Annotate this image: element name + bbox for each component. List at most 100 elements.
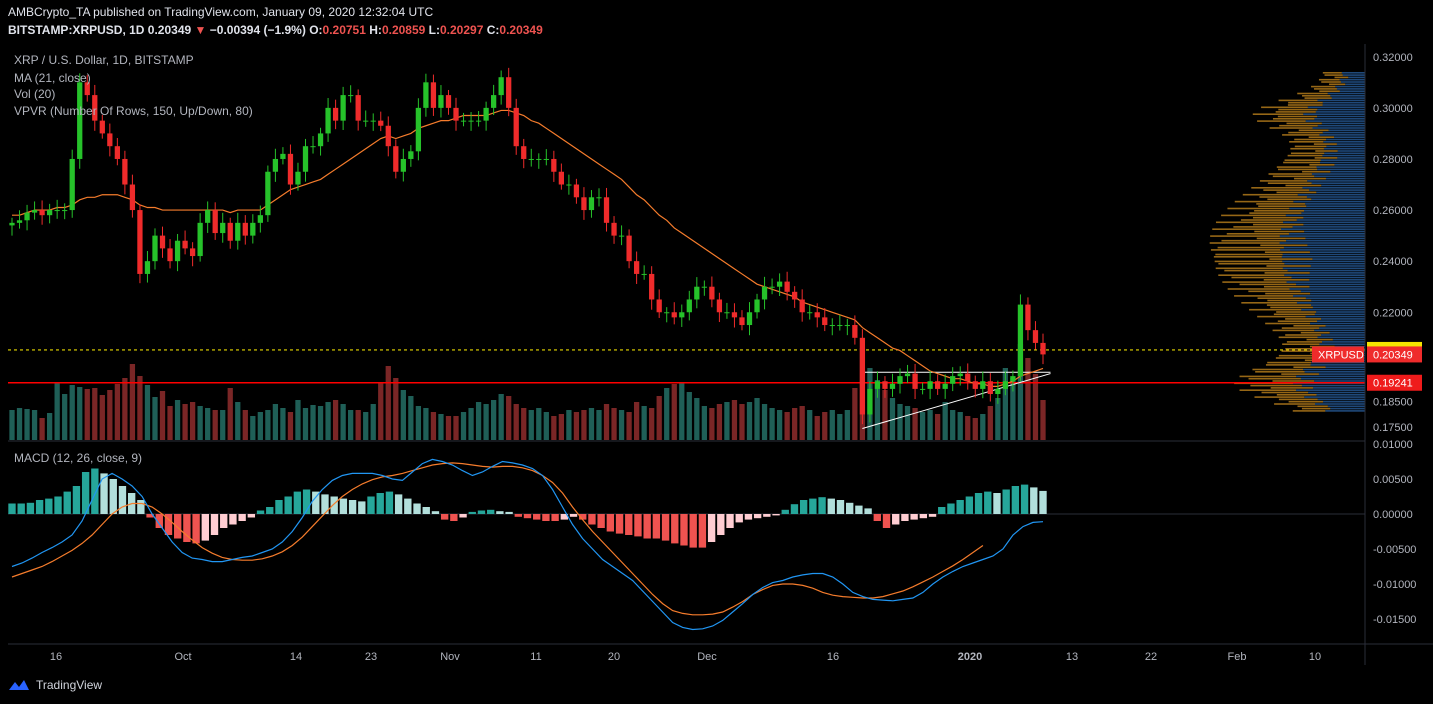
time-tick-label: 13 <box>1066 651 1078 663</box>
volume-bar <box>385 366 391 440</box>
candle-body <box>822 317 828 326</box>
volume-bar <box>566 410 572 440</box>
candle-body <box>656 299 662 313</box>
vp-up-row <box>1310 364 1365 366</box>
volume-bar <box>46 413 53 440</box>
volume-bar <box>62 394 68 440</box>
vp-down-row <box>1248 290 1301 293</box>
vp-up-row <box>1311 198 1365 201</box>
candle-body <box>528 158 534 160</box>
volume-bar <box>137 376 143 440</box>
macd-histogram-bar <box>54 496 62 514</box>
macd-histogram-bar <box>210 514 219 535</box>
vp-up-row <box>1313 387 1365 389</box>
vp-down-row <box>1288 101 1323 104</box>
vp-down-row <box>1257 315 1306 318</box>
volume-bar <box>844 410 850 440</box>
vp-up-row <box>1305 315 1365 318</box>
macd-histogram-bar <box>348 500 357 514</box>
candle-body <box>603 197 610 223</box>
volume-bar <box>927 410 933 440</box>
macd-histogram-bar <box>680 514 688 546</box>
support-level-label: 0.19241 <box>1373 378 1413 390</box>
vp-up-row <box>1285 214 1365 217</box>
vp-up-row <box>1295 389 1365 391</box>
price-tick-label: 0.28000 <box>1373 154 1413 166</box>
vp-up-row <box>1319 134 1365 136</box>
volume-bar <box>16 408 23 440</box>
vp-down-row <box>1290 152 1325 155</box>
vp-down-row <box>1241 302 1297 304</box>
macd-histogram-bar <box>63 491 71 514</box>
volume-bar <box>9 410 15 440</box>
vp-down-row <box>1285 184 1322 187</box>
legend-title[interactable]: XRP / U.S. Dollar, 1D, BITSTAMP <box>14 53 194 67</box>
vp-up-row <box>1292 226 1365 228</box>
time-tick-label: Feb <box>1228 651 1247 663</box>
vp-down-row <box>1294 145 1327 148</box>
macd-histogram-bar <box>201 514 209 541</box>
volume-bar <box>325 402 331 440</box>
brand-text: TradingView <box>36 678 103 692</box>
macd-histogram-bar <box>882 514 891 528</box>
volume-bar <box>1025 358 1031 440</box>
candle-body <box>686 299 692 313</box>
vp-up-row <box>1303 210 1365 212</box>
legend-ma[interactable]: MA (21, close) <box>14 71 91 85</box>
vp-down-row <box>1293 366 1326 368</box>
vp-down-row <box>1284 159 1321 161</box>
volume-bar <box>889 398 896 440</box>
legend-vol[interactable]: Vol (20) <box>14 87 56 101</box>
volume-bar <box>189 402 196 440</box>
vp-down-row <box>1210 235 1280 237</box>
candle-body <box>152 235 158 262</box>
volume-bar <box>626 412 632 440</box>
volume-bar <box>671 384 677 440</box>
vp-up-row <box>1321 318 1365 320</box>
high-value: 0.20859 <box>381 23 426 37</box>
candle-body <box>769 286 775 288</box>
legend-vpvr[interactable]: VPVR (Number Of Rows, 150, Up/Down, 80) <box>14 104 253 118</box>
vp-down-row <box>1279 124 1318 127</box>
vp-up-row <box>1303 368 1365 371</box>
vp-up-row <box>1337 157 1365 159</box>
vp-up-row <box>1319 161 1365 164</box>
vp-down-row <box>1302 95 1331 97</box>
macd-histogram-bar <box>238 514 246 521</box>
vp-up-row <box>1322 400 1365 403</box>
candle-body <box>596 197 602 199</box>
candle-body <box>701 286 707 288</box>
vp-up-row <box>1304 396 1365 398</box>
volume-bar <box>588 408 595 440</box>
volume-bar <box>272 404 279 440</box>
candle-body <box>393 146 399 172</box>
open-label: O: <box>309 23 323 37</box>
volume-bar <box>694 398 700 440</box>
macd-histogram-bar <box>1020 484 1029 514</box>
vp-down-row <box>1250 384 1302 387</box>
macd-histogram-bar <box>496 511 504 514</box>
macd-line <box>11 458 1044 631</box>
vp-up-row <box>1325 410 1365 412</box>
vp-down-row <box>1298 129 1329 132</box>
vp-up-row <box>1291 276 1365 279</box>
candle-body <box>573 184 580 198</box>
candle-body <box>1025 304 1031 331</box>
vp-up-row <box>1279 242 1365 244</box>
vp-up-row <box>1307 244 1365 247</box>
symbol-name[interactable]: BITSTAMP:XRPUSD, 1D <box>8 23 145 37</box>
vp-down-row <box>1282 134 1320 136</box>
vp-up-row <box>1315 111 1365 113</box>
vp-up-row <box>1296 219 1365 221</box>
vp-down-row <box>1218 262 1285 265</box>
tradingview-logo[interactable]: TradingView <box>8 678 102 692</box>
volume-bar <box>332 400 339 440</box>
legend-macd[interactable]: MACD (12, 26, close, 9) <box>14 451 143 465</box>
vp-down-row <box>1268 173 1312 175</box>
volume-bar <box>506 396 512 440</box>
vp-up-row <box>1312 127 1365 129</box>
vp-up-row <box>1296 302 1365 304</box>
macd-histogram-bar <box>855 505 863 514</box>
vp-up-row <box>1320 159 1365 161</box>
